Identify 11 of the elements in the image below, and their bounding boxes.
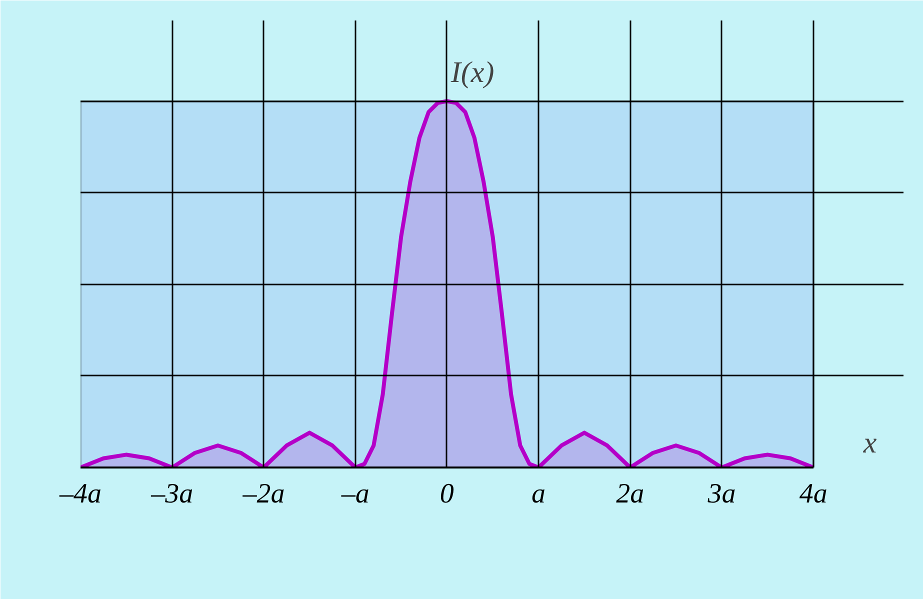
x-axis-title: x — [862, 426, 878, 460]
x-tick-label: 4a — [799, 478, 828, 510]
x-tick-label: –3a — [150, 478, 194, 510]
x-tick-label: a — [532, 478, 546, 510]
y-axis-title: I(x) — [450, 56, 494, 90]
x-tick-label: –4a — [58, 478, 102, 510]
x-tick-label: 2a — [616, 478, 644, 510]
x-tick-label: 0 — [440, 478, 454, 510]
x-tick-label: –2a — [242, 478, 285, 510]
x-tick-label: 3a — [706, 478, 736, 510]
x-tick-label: –a — [340, 478, 370, 510]
